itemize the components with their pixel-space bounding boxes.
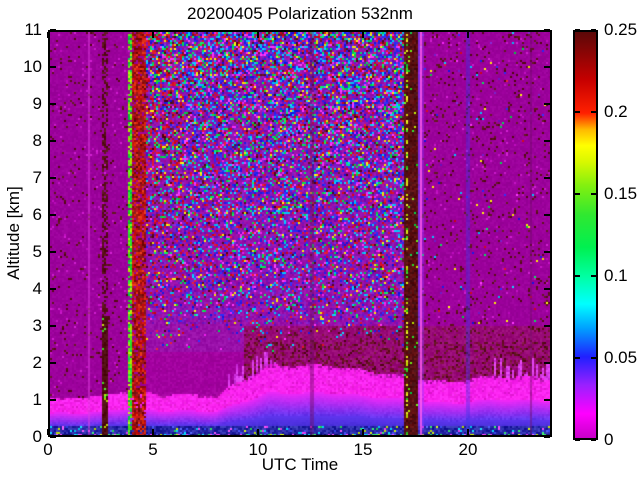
y-tick-mark bbox=[50, 66, 56, 68]
y-tick-mark bbox=[544, 103, 550, 105]
y-tick-mark bbox=[544, 177, 550, 179]
y-tick-label: 1 bbox=[32, 390, 42, 409]
y-axis-label: Altitude [km] bbox=[4, 186, 23, 280]
y-tick-label: 4 bbox=[32, 279, 42, 298]
y-tick-label: 9 bbox=[32, 94, 42, 113]
colorbar-tick-label: 0.05 bbox=[604, 348, 638, 367]
y-tick-mark bbox=[50, 29, 56, 31]
y-tick-label: 8 bbox=[32, 131, 42, 150]
x-tick-label: 10 bbox=[248, 440, 268, 459]
y-tick-mark bbox=[544, 288, 550, 290]
colorbar-tick-mark bbox=[575, 275, 580, 277]
x-tick-label: 5 bbox=[148, 440, 158, 459]
colorbar-tick-mark bbox=[575, 439, 580, 441]
y-tick-mark bbox=[544, 29, 550, 31]
colorbar-tick-mark bbox=[575, 111, 580, 113]
y-tick-mark bbox=[50, 288, 56, 290]
colorbar-tick-label: 0.15 bbox=[604, 184, 638, 203]
y-tick-mark bbox=[50, 103, 56, 105]
colorbar-tick-label: 0.1 bbox=[604, 266, 628, 285]
colorbar-tick-mark bbox=[575, 193, 580, 195]
colorbar-tick-mark bbox=[591, 439, 596, 441]
y-tick-label: 11 bbox=[24, 20, 42, 39]
y-tick-label: 7 bbox=[32, 168, 42, 187]
y-tick-mark bbox=[544, 362, 550, 364]
x-tick-mark bbox=[362, 429, 364, 435]
y-tick-mark bbox=[50, 140, 56, 142]
heatmap-canvas bbox=[48, 30, 552, 437]
y-tick-mark bbox=[544, 436, 550, 438]
y-tick-mark bbox=[50, 177, 56, 179]
x-tick-label: 15 bbox=[353, 440, 373, 459]
y-tick-label: 10 bbox=[23, 57, 42, 76]
y-tick-label: 5 bbox=[32, 242, 42, 261]
x-tick-mark bbox=[152, 429, 154, 435]
x-tick-label: 0 bbox=[43, 440, 53, 459]
colorbar-tick-mark bbox=[591, 357, 596, 359]
x-tick-mark bbox=[362, 32, 364, 38]
colorbar-tick-mark bbox=[591, 111, 596, 113]
chart-title: 20200405 Polarization 532nm bbox=[187, 4, 413, 23]
y-tick-mark bbox=[50, 325, 56, 327]
x-tick-mark bbox=[467, 429, 469, 435]
x-tick-mark bbox=[152, 32, 154, 38]
x-tick-mark bbox=[467, 32, 469, 38]
x-tick-mark bbox=[257, 32, 259, 38]
x-axis-label: UTC Time bbox=[261, 455, 339, 474]
y-tick-label: 3 bbox=[32, 316, 42, 335]
y-tick-mark bbox=[544, 214, 550, 216]
x-tick-mark bbox=[47, 32, 49, 38]
y-tick-label: 6 bbox=[32, 205, 42, 224]
colorbar bbox=[573, 30, 598, 440]
y-tick-mark bbox=[50, 436, 56, 438]
y-tick-label: 2 bbox=[32, 353, 42, 372]
colorbar-tick-label: 0 bbox=[604, 430, 614, 449]
y-tick-mark bbox=[544, 399, 550, 401]
y-tick-mark bbox=[50, 399, 56, 401]
y-tick-mark bbox=[544, 140, 550, 142]
y-tick-mark bbox=[50, 214, 56, 216]
colorbar-tick-mark bbox=[591, 275, 596, 277]
x-tick-mark bbox=[47, 429, 49, 435]
colorbar-tick-mark bbox=[591, 29, 596, 31]
y-tick-mark bbox=[544, 66, 550, 68]
y-tick-mark bbox=[50, 251, 56, 253]
y-tick-mark bbox=[544, 325, 550, 327]
colorbar-tick-mark bbox=[575, 29, 580, 31]
y-tick-mark bbox=[50, 362, 56, 364]
colorbar-tick-label: 0.2 bbox=[604, 102, 628, 121]
x-tick-mark bbox=[257, 429, 259, 435]
y-tick-label: 0 bbox=[32, 427, 42, 446]
colorbar-tick-mark bbox=[591, 193, 596, 195]
colorbar-tick-mark bbox=[575, 357, 580, 359]
x-tick-label: 20 bbox=[458, 440, 478, 459]
colorbar-tick-label: 0.25 bbox=[604, 20, 638, 39]
y-tick-mark bbox=[544, 251, 550, 253]
